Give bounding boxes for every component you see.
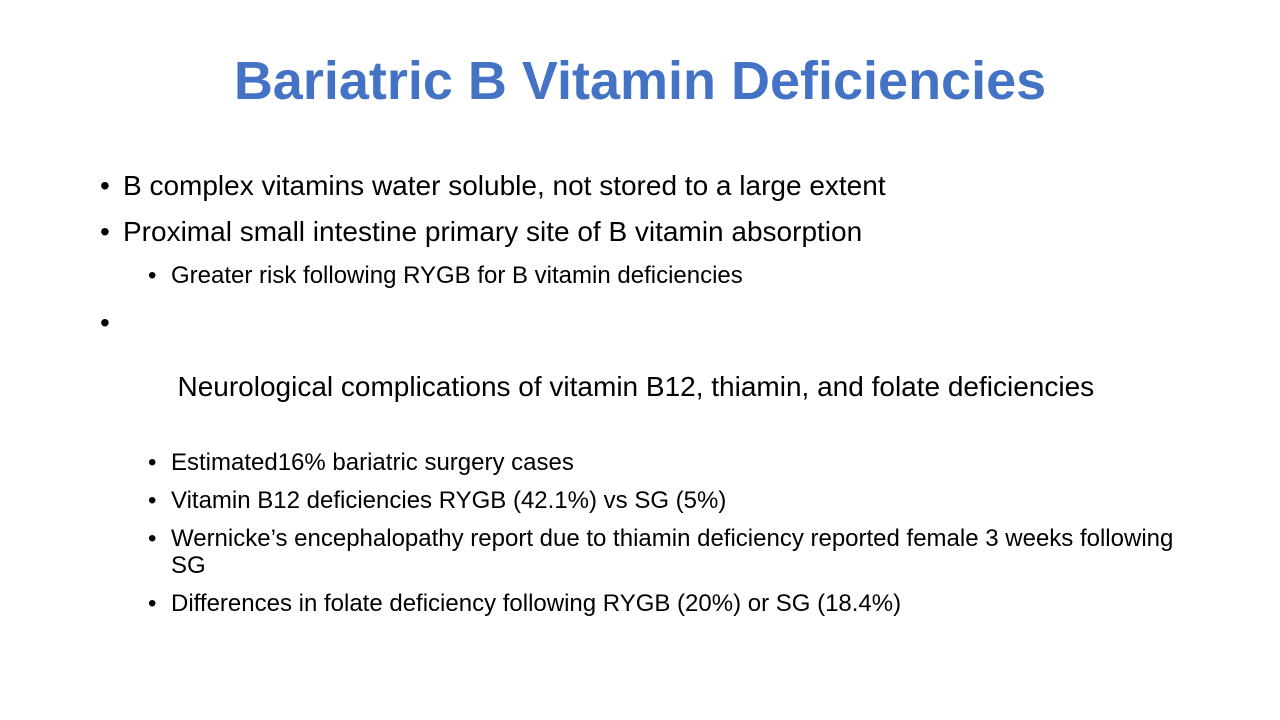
- bullet-item: • B complex vitamins water soluble, not …: [100, 170, 1190, 202]
- sub-bullet-item: • Greater risk following RYGB for B vita…: [148, 262, 1190, 289]
- bullet-item: • Neurological complications of vitamin …: [100, 307, 1190, 435]
- bullet-dot-icon: •: [148, 487, 157, 514]
- sub-bullet-text: Estimated16% bariatric surgery cases: [171, 449, 574, 476]
- sub-bullet-item: • Vitamin B12 deficiencies RYGB (42.1%) …: [148, 487, 1190, 514]
- slide-title: Bariatric B Vitamin Deficiencies: [233, 51, 1047, 111]
- sub-bullet-text: Wernicke’s encephalopathy report due to …: [171, 525, 1174, 579]
- bullet-dot-icon: •: [100, 216, 110, 247]
- bullet-text: Proximal small intestine primary site of…: [123, 216, 863, 247]
- sub-bullet-text: Greater risk following RYGB for B vitami…: [171, 262, 743, 289]
- bullet-text: Neurological complications of vitamin B1…: [169, 371, 1095, 402]
- bullet-dot-icon: •: [148, 590, 157, 617]
- bullet-dot-icon: •: [100, 170, 110, 201]
- sub-bullet-item: • Differences in folate deficiency follo…: [148, 590, 1190, 617]
- bullet-dot-icon: •: [100, 307, 110, 338]
- bullet-item: • Proximal small intestine primary site …: [100, 216, 1190, 248]
- bullet-dot-icon: •: [148, 262, 157, 289]
- sub-bullet-text: Differences in folate deficiency followi…: [171, 590, 902, 617]
- bullet-dot-icon: •: [148, 449, 157, 476]
- bullet-dot-icon: •: [148, 525, 157, 552]
- bullet-text: B complex vitamins water soluble, not st…: [123, 170, 886, 201]
- sub-bullet-text: Vitamin B12 deficiencies RYGB (42.1%) vs…: [171, 487, 727, 514]
- sub-bullet-item: • Wernicke’s encephalopathy report due t…: [148, 525, 1190, 579]
- bullet-list: • B complex vitamins water soluble, not …: [100, 170, 1190, 628]
- sub-bullet-item: • Estimated16% bariatric surgery cases: [148, 449, 1190, 476]
